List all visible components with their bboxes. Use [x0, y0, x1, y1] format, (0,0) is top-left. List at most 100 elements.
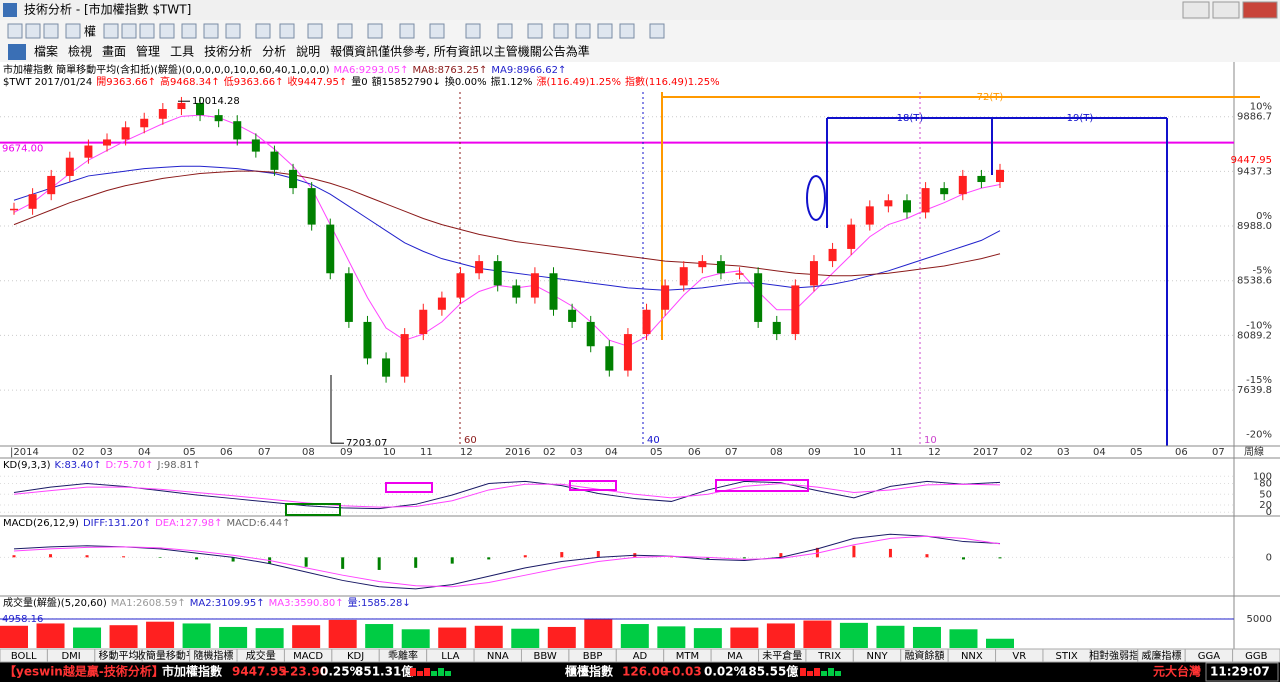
time-box	[1205, 662, 1279, 682]
tab-label[interactable]: STIX	[1056, 651, 1078, 662]
volume-bar	[109, 625, 138, 648]
x-tick-label: |2014	[10, 447, 39, 458]
toolbar-button[interactable]	[255, 23, 271, 39]
macd-bar	[706, 557, 710, 560]
toolbar-button[interactable]	[597, 23, 613, 39]
toolbar-button[interactable]	[181, 23, 197, 39]
menu-item[interactable]: 說明	[296, 44, 320, 59]
toolbar-button[interactable]	[553, 23, 569, 39]
chart-area	[0, 62, 1280, 662]
toolbar-button[interactable]	[429, 23, 445, 39]
weight-button[interactable]: 權	[84, 25, 96, 39]
tab-label[interactable]: 移動平均	[99, 649, 139, 662]
header-text: MA3:3590.80↑	[269, 598, 344, 609]
tab-label[interactable]: BBP	[583, 651, 603, 662]
candle	[251, 139, 260, 152]
toolbar-button[interactable]	[159, 23, 175, 39]
toolbar-button[interactable]	[465, 23, 481, 39]
candle	[661, 285, 670, 310]
menu-item[interactable]: 管理	[136, 44, 160, 59]
tab-label[interactable]: LLA	[441, 651, 459, 662]
toolbar-button[interactable]	[225, 23, 241, 39]
tab-label[interactable]: 收簡量移動平	[136, 649, 196, 662]
candle	[698, 261, 707, 268]
x-tick-label: 08	[302, 447, 315, 458]
tab-label[interactable]: MA	[727, 651, 743, 662]
status-text: 元大台灣	[1153, 664, 1201, 679]
status-text: 126.00	[622, 665, 668, 679]
y-tick-label: 9886.7	[1237, 112, 1272, 123]
tab-label[interactable]: NNX	[961, 651, 983, 662]
menu-item[interactable]: 技術分析	[204, 45, 252, 59]
toolbar-button[interactable]	[121, 23, 137, 39]
x-tick-label: 03	[100, 447, 113, 458]
toolbar-button[interactable]	[619, 23, 635, 39]
toolbar-button[interactable]	[337, 23, 353, 39]
menu-item[interactable]: 分析	[262, 45, 286, 59]
volume-bar	[803, 620, 832, 648]
toolbar-button[interactable]	[649, 23, 665, 39]
toolbar-button[interactable]	[575, 23, 591, 39]
toolbar-button[interactable]	[399, 23, 415, 39]
tab-label[interactable]: GGA	[1198, 651, 1220, 662]
tab-label[interactable]: 相對強弱指	[1089, 649, 1139, 662]
menu-item[interactable]: 檢視	[68, 44, 92, 59]
tab[interactable]	[1232, 648, 1280, 663]
tab-label[interactable]: 乖離率	[388, 649, 418, 662]
tab-label[interactable]: GGB	[1245, 651, 1267, 662]
menu-item[interactable]: 報價資訊僅供參考, 所有資訊以主管機關公告為準	[330, 44, 590, 59]
tab-label[interactable]: VR	[1012, 651, 1026, 662]
menu-item[interactable]: 檔案	[34, 44, 58, 59]
toolbar-button[interactable]	[7, 23, 23, 39]
toolbar-button[interactable]	[307, 23, 323, 39]
tab-label[interactable]: 成交量	[246, 649, 276, 662]
volume-bar	[511, 628, 540, 648]
toolbar-button[interactable]	[367, 23, 383, 39]
tab-label[interactable]: TRIX	[817, 651, 841, 662]
tab-label[interactable]: 未平倉量	[762, 649, 802, 662]
toolbar-button[interactable]	[139, 23, 155, 39]
tab-label[interactable]: KDJ	[347, 651, 364, 662]
tab-label[interactable]: AD	[633, 651, 648, 662]
maximize-button[interactable]	[1212, 1, 1240, 19]
tab-label[interactable]: 威廉指標	[1141, 649, 1181, 662]
tab-label[interactable]: MACD	[293, 651, 323, 662]
volume-bar	[255, 628, 284, 648]
tab-label[interactable]: BOLL	[11, 651, 37, 662]
toolbar-button[interactable]	[279, 23, 295, 39]
candle	[716, 261, 725, 274]
menu-icon	[8, 44, 26, 60]
volume-bar	[986, 638, 1014, 648]
tab-label[interactable]: NNY	[866, 651, 888, 662]
tab-label[interactable]: DMI	[61, 651, 80, 662]
y-pct-label: 10%	[1250, 102, 1272, 113]
candle	[530, 273, 539, 298]
toolbar-button[interactable]	[25, 23, 41, 39]
toolbar-button[interactable]	[203, 23, 219, 39]
x-tick-label: 02	[1020, 447, 1033, 458]
marker-label: 60	[464, 435, 477, 446]
tab-label[interactable]: NNA	[487, 651, 509, 662]
toolbar-button[interactable]	[65, 23, 81, 39]
highlight-box	[385, 482, 433, 493]
cycle-label: 18(T)	[897, 113, 924, 124]
tab-label[interactable]: MTM	[676, 651, 699, 662]
tab-label[interactable]: BBW	[534, 651, 557, 662]
candle	[958, 175, 967, 195]
menu-item[interactable]: 畫面	[102, 44, 126, 59]
menu-item[interactable]: 工具	[170, 45, 194, 59]
header-text: 成交量(解盤)(5,20,60)	[3, 596, 107, 609]
mini-bar	[814, 668, 820, 676]
x-tick-label: 06	[1175, 447, 1188, 458]
toolbar-button[interactable]	[497, 23, 513, 39]
y-tick-label: 8988.0	[1237, 221, 1272, 232]
minimize-button[interactable]	[1182, 1, 1210, 19]
toolbar-button[interactable]	[527, 23, 543, 39]
x-tick-label: 04	[605, 447, 618, 458]
close-button[interactable]	[1242, 1, 1278, 19]
tab-label[interactable]: 隨機指標	[193, 649, 233, 662]
tab-label[interactable]: 融資餘額	[904, 649, 944, 662]
toolbar-button[interactable]	[103, 23, 119, 39]
toolbar-button[interactable]	[43, 23, 59, 39]
volume-bar	[365, 624, 394, 648]
